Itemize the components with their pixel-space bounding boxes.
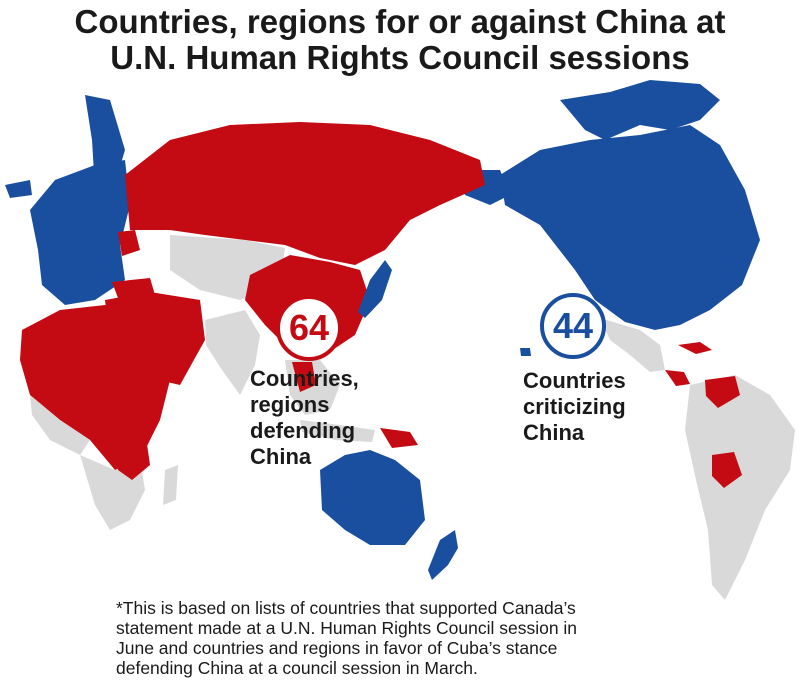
footnote-line: statement made at a U.N. Human Rights Co…: [116, 618, 578, 638]
title-line-1: Countries, regions for or against China …: [74, 3, 726, 40]
region-scandinavia: [85, 95, 125, 200]
region-japan: [358, 260, 392, 318]
defending-caption: Countries, regions defending China: [250, 366, 359, 470]
defending-caption-line: China: [250, 444, 312, 469]
region-africa-east-red: [118, 430, 150, 480]
region-papua: [380, 428, 418, 448]
region-north-america: [500, 125, 760, 330]
region-belarus: [118, 230, 140, 256]
criticizing-caption-line: Countries: [523, 368, 626, 393]
footnote-line: *This is based on lists of countries tha…: [116, 598, 576, 618]
criticizing-caption-line: China: [523, 420, 585, 445]
region-new-zealand: [428, 530, 458, 580]
region-iceland: [5, 180, 32, 198]
region-middle-east: [105, 292, 205, 385]
region-cuba: [678, 342, 712, 354]
title-line-2: U.N. Human Rights Council sessions: [110, 39, 690, 76]
region-venezuela: [705, 376, 740, 408]
region-russia: [125, 122, 485, 265]
criticizing-caption: Countries criticizing China: [523, 368, 626, 446]
region-australia: [320, 450, 425, 545]
region-africa-north: [20, 305, 170, 470]
footnote-line: defending China at a council session in …: [116, 658, 478, 678]
footnote-line: June and countries and regions in favor …: [116, 638, 558, 658]
defending-count-badge: 64: [276, 295, 342, 361]
region-mexico: [600, 318, 665, 372]
region-africa-west: [30, 395, 90, 455]
region-turkey: [112, 278, 155, 298]
defending-caption-line: Countries,: [250, 366, 359, 391]
footnote: *This is based on lists of countries tha…: [116, 598, 776, 678]
criticizing-caption-line: criticizing: [523, 394, 626, 419]
defending-caption-line: regions: [250, 392, 330, 417]
region-hawaii: [520, 348, 531, 356]
defending-caption-line: defending: [250, 418, 356, 443]
region-south-america: [685, 375, 795, 600]
region-greenland-arctic: [560, 80, 720, 140]
region-central-america: [665, 370, 690, 386]
region-bolivia: [712, 452, 742, 488]
region-madagascar: [163, 465, 178, 505]
region-laos-cambodia: [292, 362, 316, 392]
region-india: [205, 310, 260, 395]
map-title: Countries, regions for or against China …: [0, 4, 800, 76]
region-indonesia: [300, 420, 375, 442]
criticizing-count-badge: 44: [540, 293, 606, 359]
